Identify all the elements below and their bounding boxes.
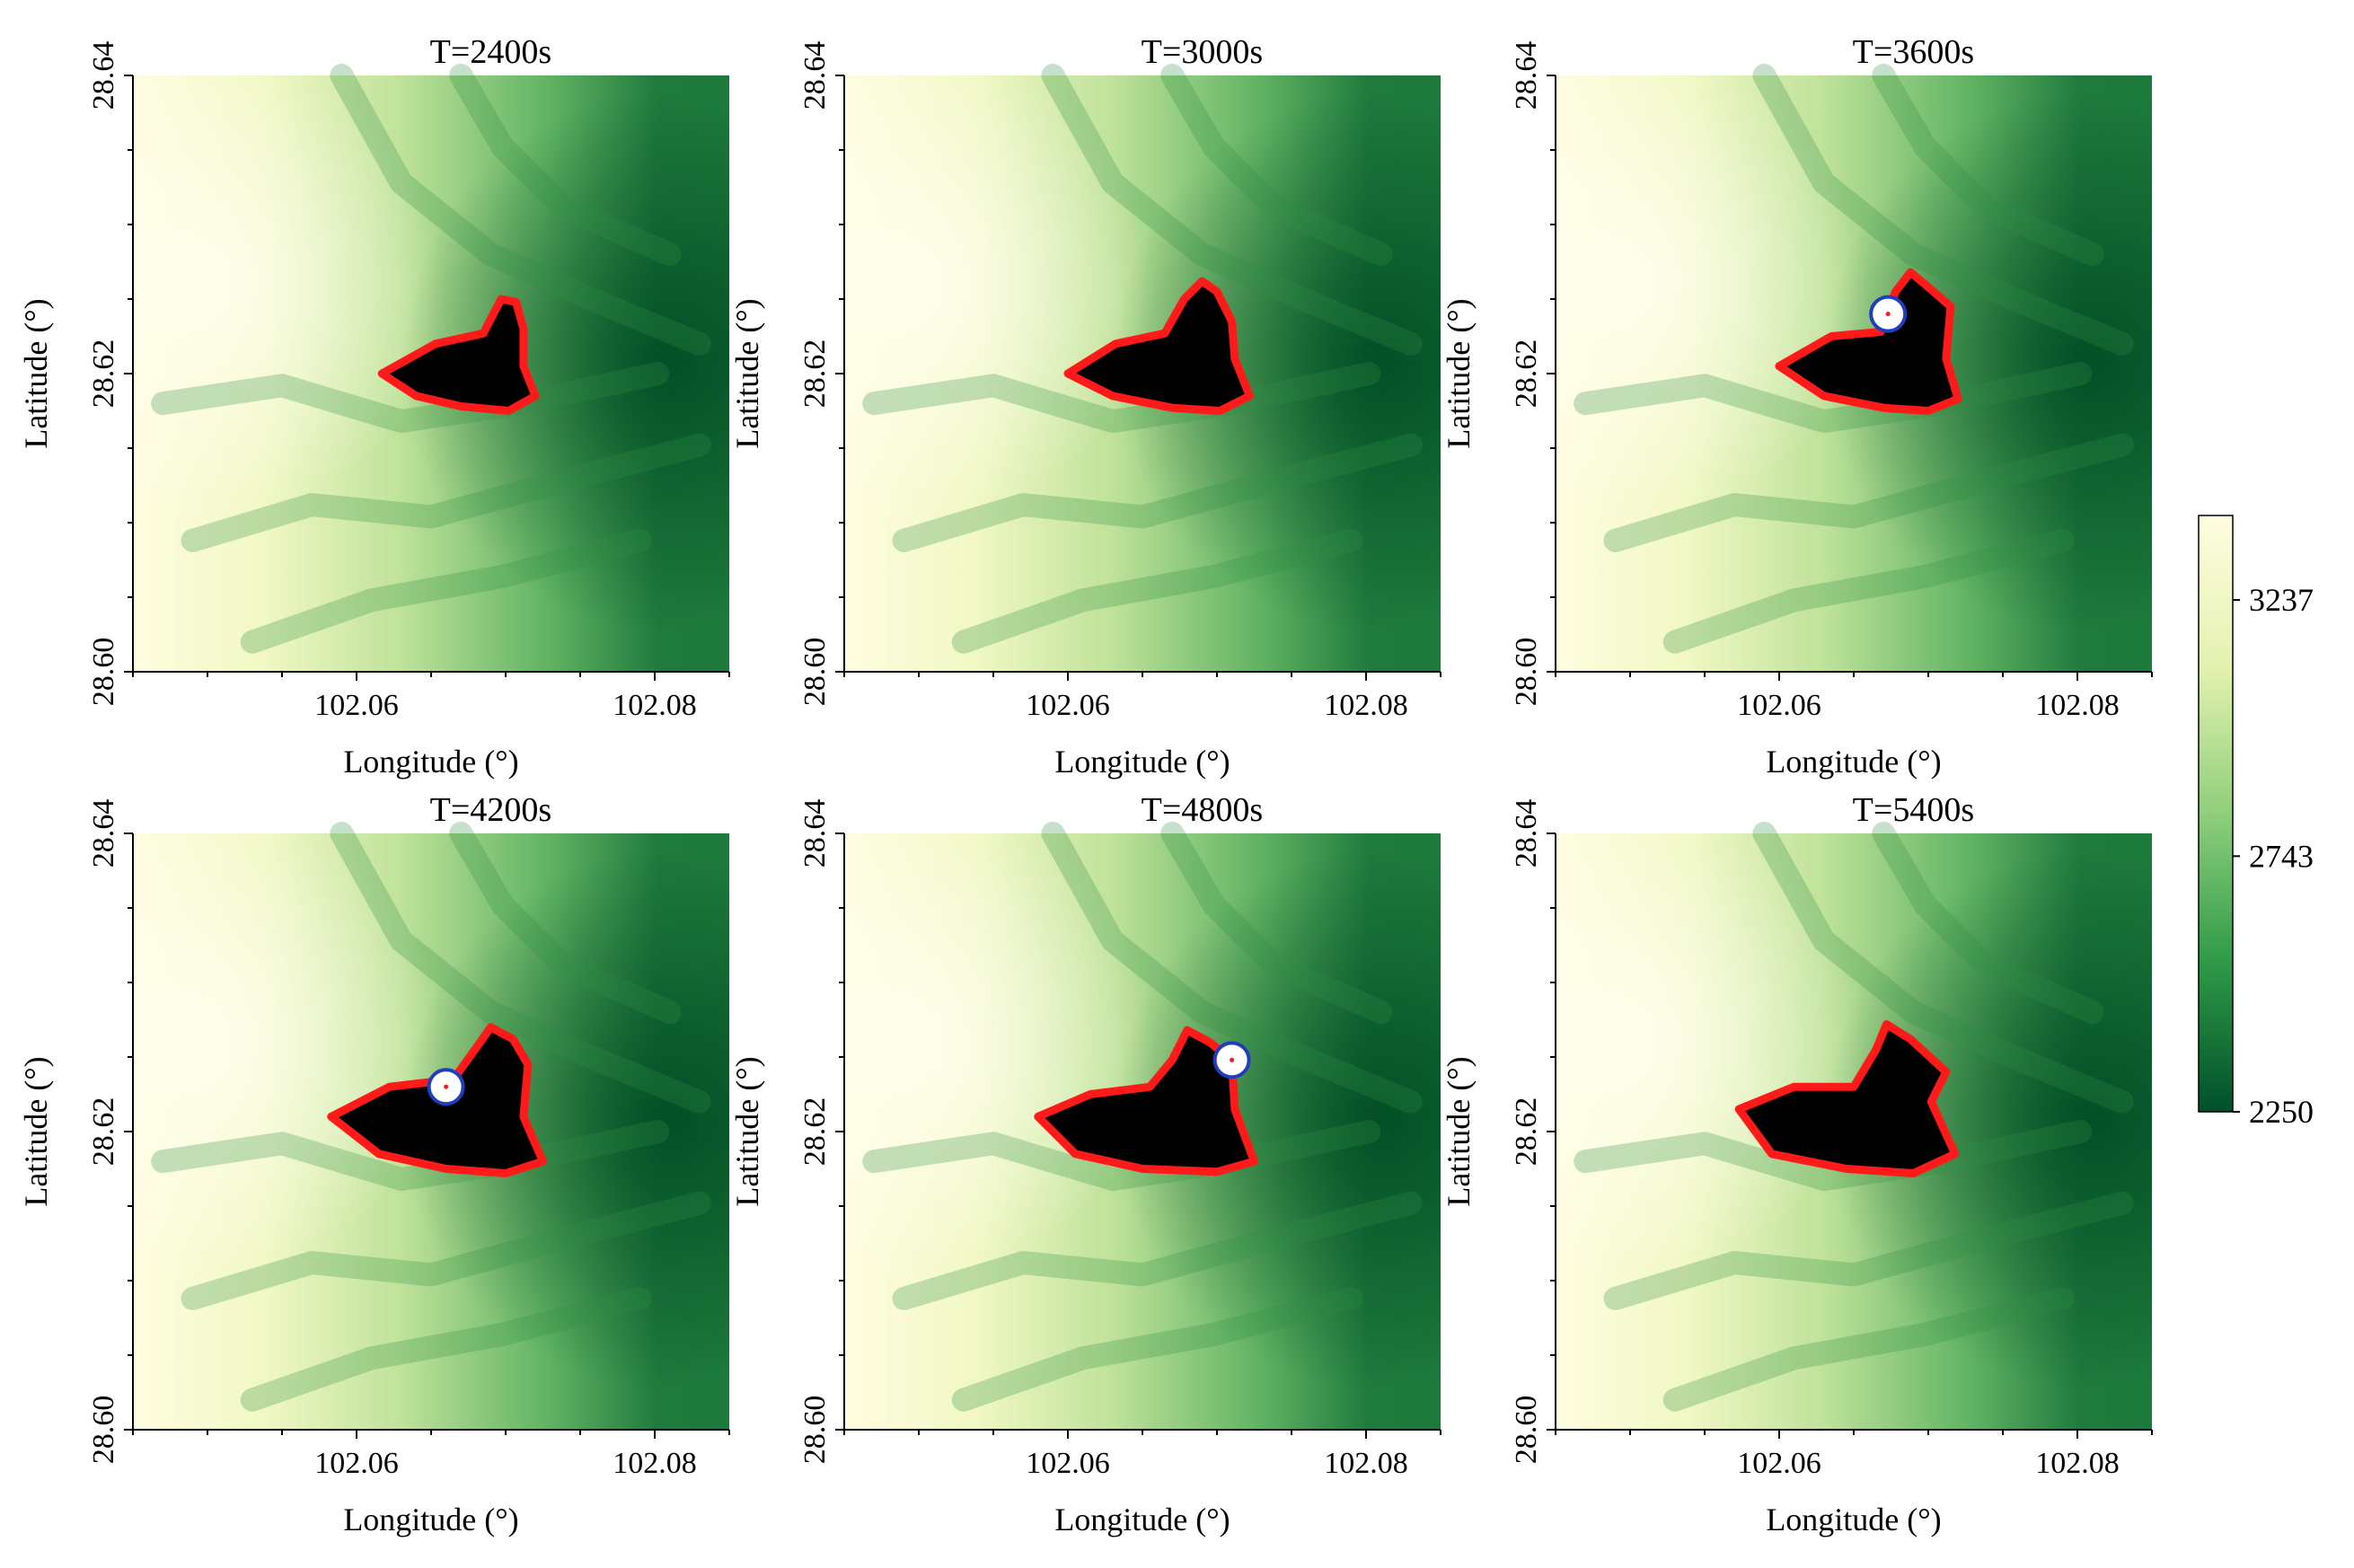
x-tick-label: 102.08 — [2035, 689, 2120, 722]
map-panel: 102.06 102.08 28.60 28.62 28.64 T=3000s Longit… — [729, 33, 1441, 780]
y-tick-label: 28.62 — [1510, 1097, 1543, 1167]
terrain-valley — [1662, 528, 2075, 654]
burned-area — [1775, 268, 1962, 415]
y-tick-label: 28.64 — [87, 799, 120, 868]
map-panel: 102.06 102.08 28.60 28.62 28.64 T=4800s Longit… — [729, 791, 1441, 1537]
y-axis-label: Latitude (°) — [1441, 298, 1477, 448]
terrain-valley — [951, 1286, 1363, 1412]
terrain-valley — [151, 1120, 670, 1192]
y-axis-label: Latitude (°) — [18, 298, 54, 448]
spot-fire-point — [1230, 1057, 1235, 1062]
terrain-valley — [240, 1286, 652, 1412]
x-axis-label: Longitude (°) — [343, 1502, 518, 1537]
terrain-valley — [1662, 1286, 2075, 1412]
terrain-valley — [1603, 433, 2134, 552]
terrain-valley — [1574, 362, 2093, 434]
y-tick-label: 28.64 — [1510, 41, 1543, 110]
burned-area — [377, 295, 540, 415]
terrain-valley — [1574, 1120, 2093, 1192]
y-tick-label: 28.60 — [87, 638, 120, 707]
terrain-valley — [449, 64, 682, 267]
x-tick-label: 102.08 — [1324, 689, 1408, 722]
terrain-valley — [1872, 822, 2104, 1025]
map-panel: 102.06 102.08 28.60 28.62 28.64 T=5400s Longit… — [1441, 791, 2153, 1537]
terrain-valley — [1041, 822, 1423, 1114]
colorbar-scale — [2198, 515, 2234, 1113]
panel-title: T=5400s — [1853, 791, 1974, 829]
colorbar-tick-label: 2743 — [2249, 838, 2314, 874]
y-axis-label: Latitude (°) — [18, 1056, 54, 1206]
x-axis-label: Longitude (°) — [343, 744, 518, 780]
map-panel: 102.06 102.08 28.60 28.62 28.64 T=4200s Longit… — [18, 791, 730, 1537]
terrain-valley — [892, 1191, 1423, 1310]
y-tick-label: 28.64 — [87, 41, 120, 110]
panel-title: T=3000s — [1142, 33, 1263, 71]
terrain-valley — [1160, 822, 1393, 1025]
terrain-valley — [1752, 822, 2134, 1114]
x-tick-label: 102.06 — [1737, 689, 1821, 722]
terrain-valley — [862, 1120, 1381, 1192]
x-tick-label: 102.08 — [1324, 1447, 1408, 1480]
x-tick-label: 102.06 — [314, 689, 399, 722]
colorbar-tick-label: 2250 — [2249, 1094, 2314, 1130]
panel-title: T=2400s — [430, 33, 551, 71]
y-axis-label: Latitude (°) — [1441, 1056, 1477, 1206]
terrain-valley — [449, 822, 682, 1025]
y-axis-label: Latitude (°) — [729, 1056, 765, 1206]
colorbar-tick-label: 3237 — [2249, 582, 2314, 618]
y-tick-label: 28.62 — [1510, 339, 1543, 409]
y-tick-label: 28.64 — [798, 799, 832, 868]
terrain-valley — [1160, 64, 1393, 267]
terrain-valley — [151, 362, 670, 434]
y-tick-label: 28.62 — [87, 339, 120, 409]
panel-title: T=4800s — [1142, 791, 1263, 829]
terrain-valley — [181, 433, 711, 552]
terrain-valley — [892, 433, 1423, 552]
terrain-valley — [1041, 64, 1423, 356]
x-tick-label: 102.08 — [613, 689, 697, 722]
y-tick-label: 28.62 — [798, 339, 832, 409]
x-tick-label: 102.06 — [1026, 1447, 1110, 1480]
colorbar: 3237 2743 2250 — [2198, 515, 2314, 1130]
burned-area — [1734, 1020, 1960, 1177]
terrain-valley — [330, 822, 711, 1114]
x-axis-label: Longitude (°) — [1054, 744, 1230, 780]
y-tick-label: 28.62 — [87, 1097, 120, 1167]
x-tick-label: 102.06 — [314, 1447, 399, 1480]
y-tick-label: 28.64 — [1510, 799, 1543, 868]
x-tick-label: 102.06 — [1026, 689, 1110, 722]
map-panel: 102.06 102.08 28.60 28.62 28.64 T=2400s Longit… — [18, 33, 730, 780]
terrain-valley — [1872, 64, 2104, 267]
y-tick-label: 28.60 — [1510, 1396, 1543, 1465]
terrain-valley — [181, 1191, 711, 1310]
y-tick-label: 28.60 — [87, 1396, 120, 1465]
y-tick-label: 28.62 — [798, 1097, 832, 1167]
spot-fire-point — [444, 1084, 449, 1089]
panel-title: T=4200s — [430, 791, 551, 829]
burned-area — [1063, 277, 1254, 415]
x-tick-label: 102.08 — [613, 1447, 697, 1480]
terrain-valley — [862, 362, 1381, 434]
map-panel: 102.06 102.08 28.60 28.62 28.64 T=3600s Longit… — [1441, 33, 2153, 780]
x-axis-label: Longitude (°) — [1766, 1502, 1941, 1537]
spot-fire-point — [1885, 312, 1891, 317]
panel-title: T=3600s — [1853, 33, 1974, 71]
y-axis-label: Latitude (°) — [729, 298, 765, 448]
terrain-valley — [951, 528, 1363, 654]
terrain-valley — [330, 64, 711, 356]
terrain-valley — [240, 528, 652, 654]
x-tick-label: 102.08 — [2035, 1447, 2120, 1480]
x-axis-label: Longitude (°) — [1054, 1502, 1230, 1537]
x-axis-label: Longitude (°) — [1766, 744, 1941, 780]
terrain-valley — [1603, 1191, 2134, 1310]
y-tick-label: 28.64 — [798, 41, 832, 110]
terrain-valley — [1752, 64, 2134, 356]
y-tick-label: 28.60 — [1510, 638, 1543, 707]
x-tick-label: 102.06 — [1737, 1447, 1821, 1480]
y-tick-label: 28.60 — [798, 638, 832, 707]
y-tick-label: 28.60 — [798, 1396, 832, 1465]
